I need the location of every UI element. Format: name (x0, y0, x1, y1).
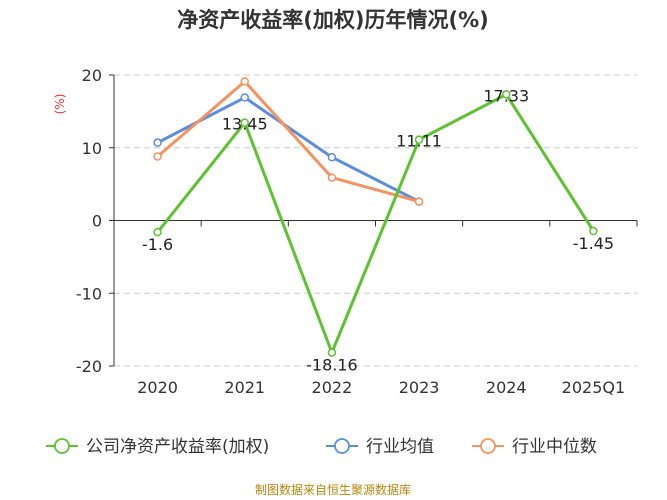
series-median (153, 77, 424, 206)
series-line (156, 92, 595, 355)
legend-label: 公司净资产收益率(加权) (86, 437, 269, 457)
data-point (327, 152, 337, 162)
data-source-note: 制图数据来自恒生聚源数据库 (255, 482, 411, 497)
grid-lines (114, 74, 637, 367)
y-tick-label: 0 (92, 212, 102, 231)
x-tick-label: 2024 (486, 378, 527, 397)
data-point (502, 90, 511, 99)
y-tick-label: -20 (76, 357, 102, 376)
legend-label: 行业均值 (366, 437, 434, 457)
data-label: -1.45 (573, 234, 614, 253)
data-point (240, 118, 249, 127)
series-company (153, 90, 598, 357)
x-tick-label: 2025Q1 (562, 378, 626, 397)
legend-marker-icon (54, 438, 70, 454)
series-lines (153, 77, 598, 357)
x-tick-label: 2021 (224, 378, 265, 397)
series-avg (153, 93, 424, 206)
series-line (156, 96, 420, 203)
axes: 20 10 0 -10 -20 2020 2021 2022 2023 2024 2025Q1 (76, 66, 638, 397)
data-point (589, 226, 598, 236)
y-axis-unit-label: (%) (53, 94, 67, 115)
data-labels: -1.6 13.45 -18.16 11.11 17.33 -1.45 (142, 86, 614, 374)
data-label: 13.45 (222, 115, 268, 134)
data-point (414, 197, 424, 206)
data-label: 17.33 (483, 86, 529, 105)
legend-item: 行业中位数 (472, 437, 597, 457)
data-point (327, 173, 337, 182)
legend-marker-icon (334, 438, 350, 454)
data-point (414, 135, 424, 144)
data-point (153, 138, 162, 147)
data-point (153, 227, 162, 237)
data-point (240, 77, 249, 86)
chart-title: 净资产收益率(加权)历年情况(%) (177, 8, 488, 32)
data-point (153, 152, 162, 161)
data-point (327, 348, 337, 357)
legend: 公司净资产收益率(加权) 行业均值 行业中位数 (46, 437, 597, 457)
x-tick-label: 2020 (137, 378, 178, 397)
data-label: -1.6 (142, 235, 173, 254)
data-point (240, 93, 249, 102)
legend-item: 行业均值 (326, 437, 434, 457)
x-tick-label: 2023 (399, 378, 440, 397)
legend-item: 公司净资产收益率(加权) (46, 437, 269, 457)
y-tick-label: -10 (76, 284, 102, 303)
y-tick-label: 10 (82, 139, 102, 158)
legend-label: 行业中位数 (512, 437, 597, 457)
x-tick-label: 2022 (312, 378, 353, 397)
legend-marker-icon (480, 438, 496, 454)
data-label: -18.16 (306, 356, 358, 375)
data-label: 11.11 (396, 132, 442, 151)
y-tick-label: 20 (82, 66, 102, 85)
series-line (156, 80, 420, 204)
